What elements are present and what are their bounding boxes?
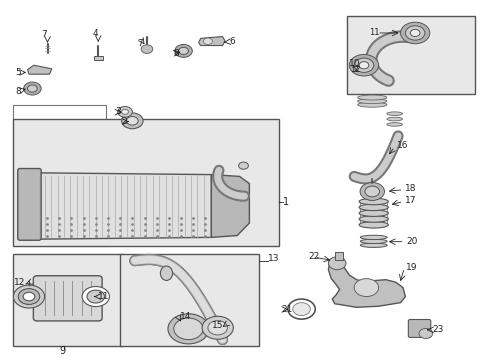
Circle shape [353,279,378,297]
Text: 7: 7 [137,39,143,48]
Circle shape [167,314,208,344]
Text: 3: 3 [115,107,121,116]
Text: 17: 17 [405,196,416,205]
Circle shape [364,186,379,197]
Circle shape [353,58,373,72]
Ellipse shape [386,112,402,116]
Ellipse shape [360,235,386,239]
Circle shape [122,109,128,114]
Bar [120,254,259,346]
Circle shape [359,183,384,201]
Text: 8: 8 [173,49,179,58]
Circle shape [27,85,37,92]
Circle shape [292,303,310,316]
Ellipse shape [357,102,386,107]
Circle shape [328,257,345,270]
Text: 12: 12 [349,65,360,74]
Circle shape [348,54,378,76]
Ellipse shape [386,117,402,121]
Text: 5: 5 [15,68,21,77]
Text: 16: 16 [396,141,407,150]
Text: 11: 11 [368,28,379,37]
Text: 15: 15 [211,321,223,330]
Text: 6: 6 [228,37,234,46]
Ellipse shape [386,123,402,126]
FancyBboxPatch shape [407,319,430,337]
Ellipse shape [357,95,386,100]
Circle shape [173,318,203,339]
Circle shape [400,22,429,44]
Bar [13,254,122,346]
Circle shape [178,47,188,54]
Bar [334,252,343,260]
Ellipse shape [160,266,172,280]
Circle shape [202,316,233,339]
Circle shape [358,62,368,69]
Text: 8: 8 [15,86,21,95]
Text: 21: 21 [281,305,292,314]
Circle shape [287,299,315,319]
Text: 9: 9 [59,346,65,356]
Ellipse shape [358,204,387,211]
Polygon shape [37,173,212,239]
Circle shape [405,26,424,40]
Text: 4: 4 [92,29,98,38]
Ellipse shape [358,198,387,205]
Circle shape [18,289,40,305]
Polygon shape [211,175,249,237]
Circle shape [23,292,35,301]
Circle shape [203,38,212,44]
Text: 18: 18 [405,184,416,193]
Text: 23: 23 [431,325,443,334]
Circle shape [13,285,44,308]
Ellipse shape [360,243,386,247]
Circle shape [174,44,192,57]
Bar [13,105,105,246]
Text: 20: 20 [406,237,417,246]
Text: 14: 14 [179,312,191,321]
Text: 12: 12 [14,278,26,287]
Circle shape [126,117,138,125]
Circle shape [87,290,104,303]
Bar [346,16,474,94]
Circle shape [141,45,153,53]
Polygon shape [198,37,224,45]
Bar [13,119,278,246]
Polygon shape [27,65,52,74]
Ellipse shape [358,222,387,228]
Circle shape [418,328,432,338]
Ellipse shape [360,239,386,243]
Ellipse shape [357,99,386,104]
Ellipse shape [358,216,387,222]
FancyBboxPatch shape [33,276,102,321]
Text: 10: 10 [348,59,360,68]
Text: 13: 13 [267,255,279,264]
Circle shape [238,162,248,169]
Polygon shape [328,259,405,307]
Text: 1: 1 [282,197,288,207]
Ellipse shape [358,210,387,216]
Circle shape [82,287,109,307]
Circle shape [122,113,143,129]
Text: 19: 19 [406,264,417,273]
FancyBboxPatch shape [18,168,41,240]
Text: 11: 11 [98,292,109,301]
Bar [94,55,103,60]
Circle shape [207,320,227,335]
Text: 22: 22 [307,252,319,261]
Text: 2: 2 [122,117,127,126]
Bar [169,322,188,335]
Circle shape [23,82,41,95]
Circle shape [118,107,132,117]
Circle shape [409,30,419,37]
Text: 7: 7 [41,30,47,39]
